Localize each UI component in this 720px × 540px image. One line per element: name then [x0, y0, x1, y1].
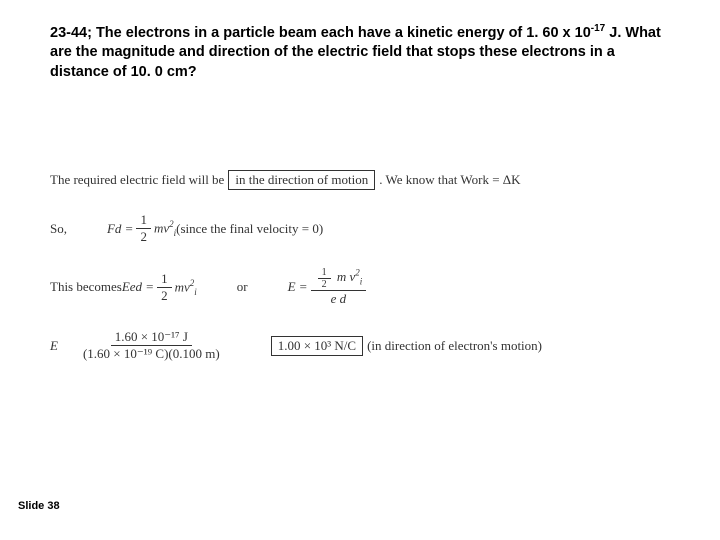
r1-text-a: The required electric field will be [50, 172, 224, 188]
solution-row-4: E 1.60 × 10⁻¹⁷ J (1.60 × 10⁻¹⁹ C)(0.100 … [50, 329, 690, 362]
r4-boxed-answer: 1.00 × 10³ N/C [271, 336, 363, 356]
r3-or: or [237, 279, 248, 295]
r3-bigfrac: 1 2 m v2i e d [311, 267, 367, 307]
r1-text-b: . We know that Work = ΔK [379, 172, 520, 188]
r4-num: 1.60 × 10⁻¹⁷ J [111, 329, 192, 346]
r2-fd: Fd = [107, 221, 133, 237]
exponent-1: -17 [591, 23, 605, 34]
r3-eed: Eed = [122, 279, 154, 295]
r3-den: 2 [157, 288, 172, 304]
r3-E: E = [288, 279, 308, 295]
solution-row-2: So, Fd = 1 2 mv2i (since the final veloc… [50, 212, 690, 245]
r2-half: 1 2 [136, 212, 151, 245]
r4-den: (1.60 × 10⁻¹⁹ C)(0.100 m) [79, 346, 224, 362]
r2-mv: mv2i [154, 219, 176, 238]
r4-E: E [50, 338, 58, 354]
r2-so: So, [50, 221, 67, 237]
r3-half: 1 2 [157, 271, 172, 304]
problem-text-a: 23-44; The electrons in a particle beam … [50, 25, 591, 41]
problem-statement: 23-44; The electrons in a particle beam … [50, 22, 670, 83]
r3-mv: mv2i [175, 278, 197, 297]
slide-number: Slide 38 [18, 500, 60, 512]
solution-row-3: This becomes Eed = 1 2 mv2i or E = 1 2 m… [50, 267, 690, 307]
r3-becomes: This becomes [50, 279, 122, 295]
r2-den: 2 [136, 229, 151, 245]
r1-boxed-answer: in the direction of motion [228, 170, 375, 190]
r3-bigden: e d [327, 291, 351, 307]
r3-bignum: 1 2 m v2i [311, 267, 367, 291]
r2-note: (since the final velocity = 0) [176, 221, 323, 237]
r3-num: 1 [157, 271, 172, 288]
r4-note: (in direction of electron's motion) [367, 338, 542, 354]
solution-row-1: The required electric field will be in t… [50, 170, 690, 190]
r2-num: 1 [136, 212, 151, 229]
solution-body: The required electric field will be in t… [50, 170, 690, 384]
r4-frac: 1.60 × 10⁻¹⁷ J (1.60 × 10⁻¹⁹ C)(0.100 m) [79, 329, 224, 362]
